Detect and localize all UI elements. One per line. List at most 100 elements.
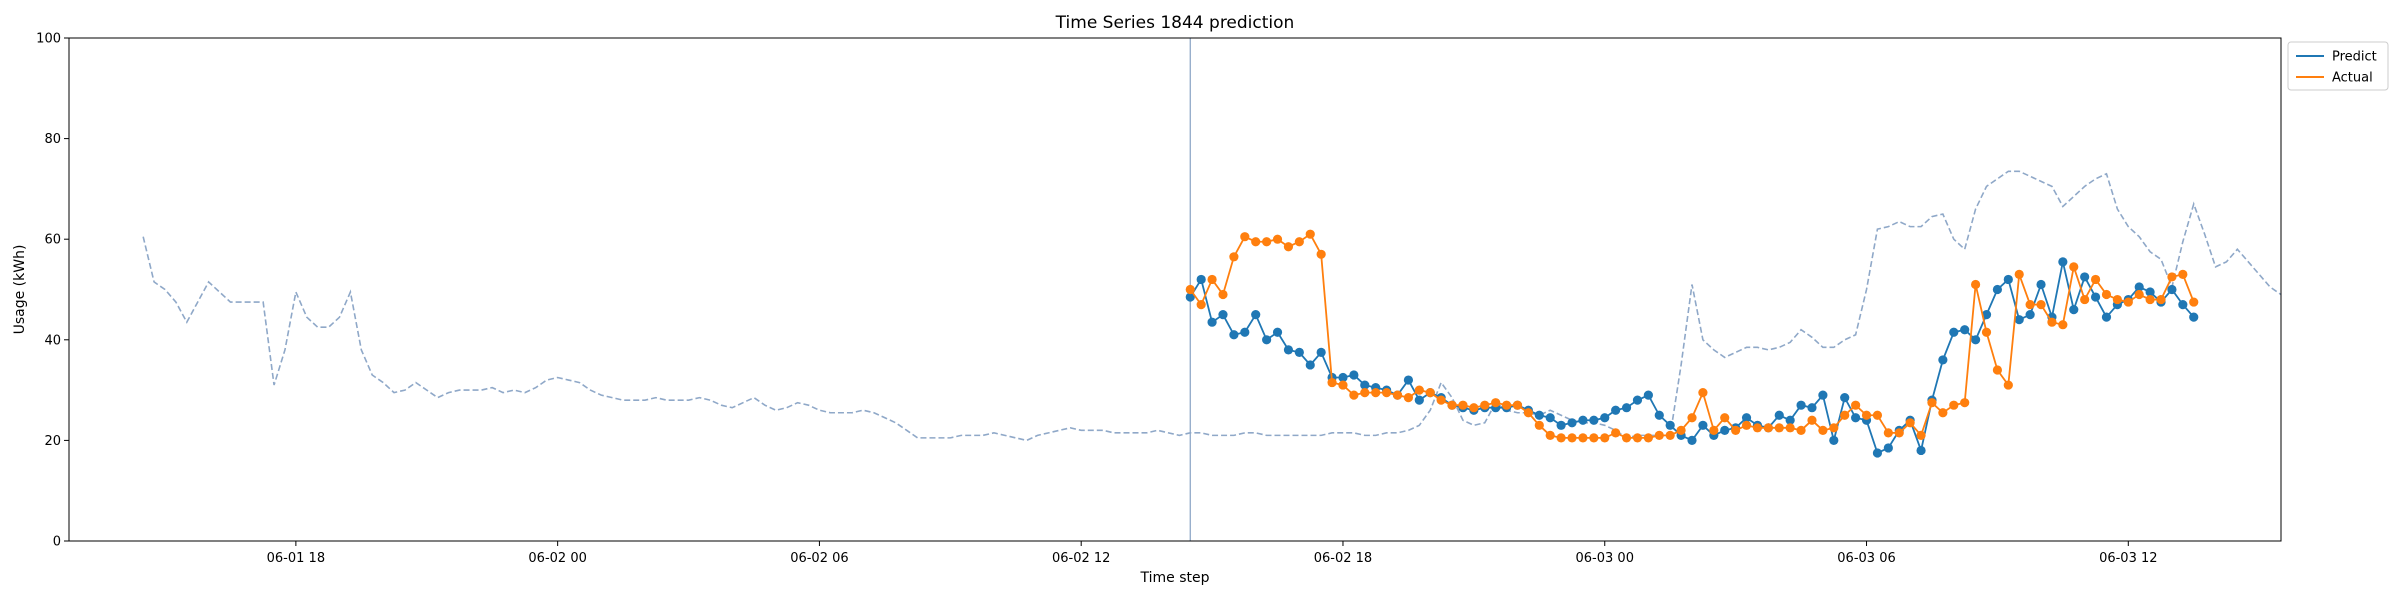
actual-point — [1938, 408, 1948, 418]
actual-point — [1872, 410, 1883, 420]
actual-point — [1283, 242, 1294, 252]
actual-point — [2134, 289, 2144, 300]
predict-point — [1981, 310, 1992, 320]
predict-point — [2178, 299, 2188, 310]
actual-point — [1447, 400, 1457, 410]
predict-point — [1294, 347, 1304, 357]
predict-point — [1872, 448, 1883, 458]
actual-point — [1665, 430, 1675, 440]
actual-point — [1796, 425, 1806, 435]
predict-point — [1556, 420, 1566, 430]
actual-point — [1818, 425, 1828, 435]
actual-point — [2145, 294, 2155, 305]
actual-line — [1189, 232, 2195, 439]
predict-point — [1611, 405, 1621, 415]
predict-point — [1589, 415, 1599, 425]
predict-point — [1578, 415, 1588, 425]
predict-point — [1720, 425, 1730, 435]
actual-point — [1567, 433, 1577, 443]
actual-point — [1360, 388, 1370, 398]
actual-point — [1316, 249, 1326, 259]
actual-point — [1501, 400, 1512, 410]
predict-point — [1207, 317, 1217, 327]
history-line — [142, 170, 2282, 442]
actual-point — [1523, 408, 1533, 418]
actual-point — [2101, 289, 2112, 300]
chart-title: Time Series 1844 prediction — [1055, 13, 1295, 33]
actual-point — [1458, 400, 1468, 410]
actual-point — [1829, 423, 1839, 433]
predict-point — [1971, 335, 1981, 345]
actual-point — [1403, 393, 1414, 403]
actual-point — [1556, 433, 1566, 443]
x-tick-label: 06-03 06 — [1837, 551, 1895, 566]
x-axis-title: Time step — [1140, 570, 1210, 586]
actual-point — [1916, 430, 1926, 440]
actual-point — [1262, 237, 1272, 247]
predict-point — [1960, 325, 1970, 335]
actual-point — [2090, 274, 2101, 285]
actual-point — [1741, 420, 1752, 430]
actual-point — [1185, 284, 1195, 295]
actual-point — [1436, 395, 1446, 405]
predict-point — [1829, 435, 1839, 445]
x-tick-label: 06-03 12 — [2099, 551, 2157, 566]
predict-point — [2167, 284, 2177, 295]
actual-point — [1294, 237, 1304, 247]
predict-point — [1251, 310, 1261, 320]
predict-point — [2069, 305, 2079, 315]
history-series — [142, 170, 2282, 442]
predict-point — [1785, 415, 1795, 425]
predict-point — [1938, 355, 1948, 365]
predict-point — [1621, 403, 1632, 413]
predict-point — [2189, 312, 2199, 322]
predict-point — [2003, 274, 2013, 285]
predict-point — [1229, 330, 1239, 340]
legend: Predict Actual — [2287, 41, 2389, 91]
actual-point — [1654, 430, 1664, 440]
actual-point — [1218, 289, 1228, 300]
predict-point — [1883, 443, 1893, 453]
actual-point — [1327, 377, 1337, 388]
y-tick-label: 20 — [44, 434, 61, 449]
actual-point — [1992, 365, 2003, 375]
predict-point — [1600, 413, 1610, 423]
actual-point — [2025, 299, 2035, 310]
actual-point — [1731, 425, 1741, 435]
actual-point — [1709, 425, 1719, 435]
actual-point — [1981, 327, 1992, 337]
predict-point — [1196, 274, 1206, 285]
actual-point — [1338, 380, 1348, 390]
actual-point — [1469, 403, 1479, 413]
predict-point — [1916, 445, 1926, 456]
predict-point — [1185, 292, 1195, 302]
series-actual — [1185, 229, 2199, 443]
actual-point — [2189, 297, 2199, 307]
predict-point — [1414, 395, 1424, 405]
predict-point — [1316, 347, 1326, 357]
predict-point — [1992, 284, 2003, 295]
axes: 0 20 40 60 80 100 06-01 18 06-02 00 06-02 06 06-0… — [36, 32, 2282, 566]
actual-point — [2178, 269, 2188, 280]
predict-point — [1262, 335, 1272, 345]
actual-point — [1589, 433, 1599, 443]
actual-point — [1763, 423, 1773, 433]
actual-point — [1349, 390, 1359, 400]
y-tick-label: 0 — [53, 535, 61, 550]
y-tick-label: 40 — [44, 333, 61, 348]
predict-line — [1189, 261, 2195, 455]
predict-point — [1796, 400, 1806, 410]
actual-point — [2123, 297, 2133, 307]
actual-point — [2069, 262, 2079, 272]
actual-point — [1534, 420, 1544, 430]
predict-point — [1665, 420, 1675, 430]
actual-point — [1382, 388, 1392, 398]
actual-point — [1894, 428, 1904, 438]
actual-point — [1905, 418, 1915, 428]
predict-point — [2090, 292, 2101, 302]
predict-point — [1240, 327, 1250, 337]
predict-point — [2036, 279, 2046, 290]
predict-point — [2014, 315, 2024, 325]
actual-point — [1392, 390, 1403, 400]
